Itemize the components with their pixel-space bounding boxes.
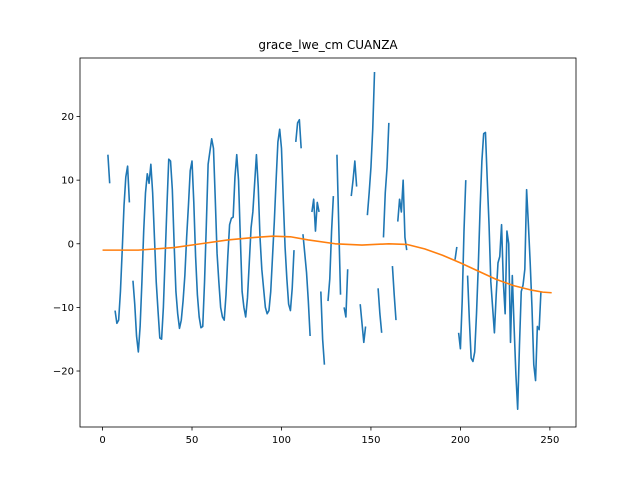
y-tick-label--10: −10: [53, 303, 74, 314]
series-1-line-16: [391, 265, 397, 321]
series-1-line-11: [350, 160, 358, 197]
series-1-line-1: [107, 154, 111, 184]
series-1-line-19: [457, 180, 467, 350]
series-1-line-15: [382, 122, 390, 238]
x-tick-label-100: 100: [272, 435, 291, 446]
series-1: [107, 71, 542, 410]
chart-title: grace_lwe_cm CUANZA: [258, 38, 398, 52]
series-2-line-1: [102, 235, 552, 294]
series-1-line-6: [311, 198, 320, 232]
axes-frame: [79, 57, 577, 428]
x-tick-label-250: 250: [540, 435, 559, 446]
series-1-line-13: [366, 71, 376, 216]
series-1-line-3: [132, 128, 295, 353]
y-tick-label-0: 0: [68, 239, 74, 250]
x-tick-label-0: 0: [99, 435, 105, 446]
series-1-line-8: [327, 196, 335, 302]
y-tick-label--20: −20: [53, 367, 74, 378]
series-1-line-5: [302, 234, 311, 337]
x-tick-label-50: 50: [186, 435, 199, 446]
plot-area: [102, 71, 552, 410]
y-tick-label-20: 20: [61, 112, 74, 123]
y-tick-label-10: 10: [61, 176, 74, 187]
series-1-line-17: [396, 179, 408, 251]
series-1-line-9: [336, 154, 342, 295]
series-1-line-4: [294, 118, 302, 149]
series-1-line-10: [343, 269, 349, 318]
series-1-line-14: [377, 288, 383, 333]
series-1-line-20: [466, 131, 542, 410]
series-1-line-18: [454, 246, 458, 260]
x-tick-label-200: 200: [451, 435, 470, 446]
series-2: [102, 235, 552, 294]
series-1-line-12: [359, 304, 367, 344]
axes: 0 50 100 150 200 250 −20 −10 0 10 20: [53, 57, 577, 446]
series-1-line-7: [320, 291, 326, 365]
x-tick-label-150: 150: [361, 435, 380, 446]
